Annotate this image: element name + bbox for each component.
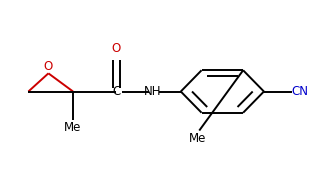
Text: NH: NH — [144, 85, 162, 98]
Text: Me: Me — [64, 121, 82, 134]
Text: CN: CN — [291, 85, 309, 98]
Text: C: C — [112, 85, 120, 98]
Text: O: O — [44, 60, 53, 73]
Text: O: O — [112, 42, 121, 55]
Text: Me: Me — [188, 132, 206, 145]
